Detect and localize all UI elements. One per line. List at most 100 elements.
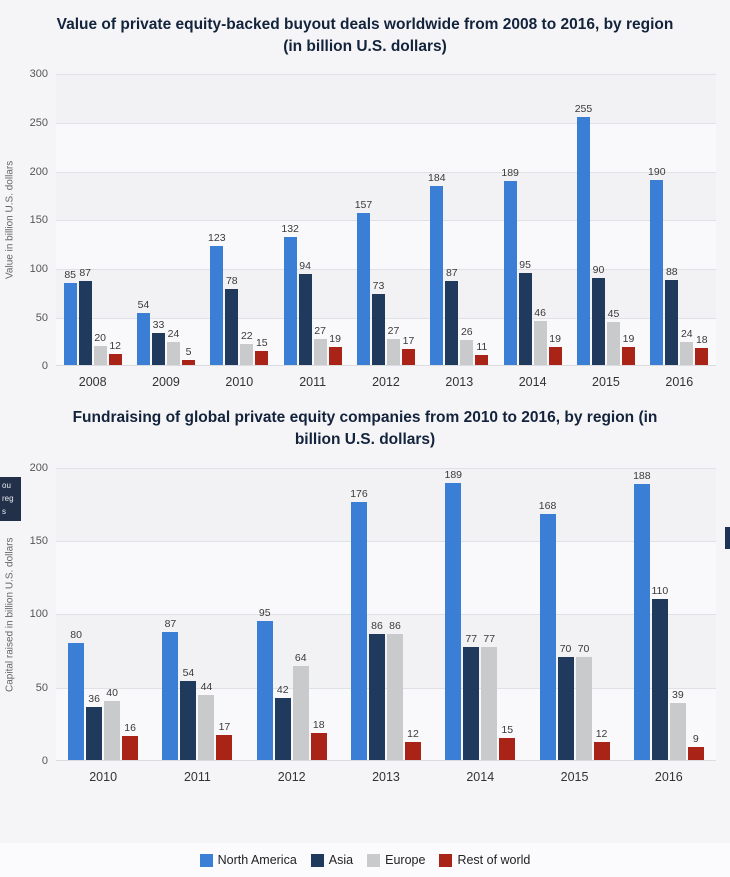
- bar-asia-2010: [86, 707, 103, 760]
- bar-north-america-2015: [539, 513, 556, 760]
- gridline: [56, 317, 716, 319]
- buyout-deals-chart: Value of private equity-backed buyout de…: [0, 0, 730, 389]
- bar-group-2012: 95 42 64 18: [245, 468, 339, 760]
- bar-value-label: 17: [402, 334, 415, 347]
- bar-asia-2016: [651, 598, 668, 760]
- legend-item-north-america[interactable]: North America: [199, 853, 297, 867]
- bar-value-label: 17: [218, 720, 231, 733]
- clipped-bar-fragment: [725, 527, 730, 549]
- bar-and-label: 123: [208, 231, 226, 366]
- bar-europe-2009: [166, 341, 180, 366]
- bar-and-label: 19: [328, 332, 342, 366]
- bar-value-label: 27: [314, 325, 326, 338]
- bar-value-label: 24: [680, 327, 693, 340]
- bar-and-label: 168: [539, 500, 556, 760]
- bar-and-label: 189: [444, 468, 463, 760]
- bar-europe-2012: [386, 339, 400, 366]
- bar-and-label: 190: [648, 167, 666, 366]
- bar-value-label: 15: [255, 336, 268, 349]
- bar-rest-of-world-2011: [216, 734, 233, 760]
- x-tick-label: 2014: [518, 375, 547, 390]
- bar-rest-of-world-2011: [328, 346, 342, 366]
- legend-item-europe[interactable]: Europe: [367, 853, 425, 867]
- bar-value-label: 40: [106, 687, 118, 700]
- bar-value-label: 27: [387, 325, 400, 338]
- bar-and-label: 9: [687, 733, 704, 760]
- x-axis: 2010 2011 2012 2013 2014 2015 2016: [56, 761, 716, 784]
- y-tick-label: 200: [29, 461, 48, 474]
- bar-and-label: 54: [136, 299, 150, 366]
- bar-and-label: 17: [216, 720, 233, 760]
- bar-north-america-2013: [430, 186, 444, 366]
- bar-group-2015: 168 70 70 12: [527, 468, 621, 760]
- y-tick-label: 300: [29, 68, 48, 81]
- legend-label: Europe: [385, 853, 426, 867]
- gridline: [56, 123, 716, 125]
- bar-value-label: 70: [577, 643, 590, 656]
- x-tick-label: 2010: [89, 769, 118, 784]
- bar-asia-2010: [225, 289, 239, 366]
- plot-column: 85 87 20 12 54 33 24 5 123 78 22 15 132 94 27 19 157 73 27…: [56, 74, 716, 389]
- plot-area: 80 36 40 16 87 54 44 17 95 42 64 18 176 86 86 12 189 77 77…: [56, 467, 716, 761]
- bar-europe-2014: [533, 320, 547, 366]
- bar-group-2016: 190 88 24 18: [643, 74, 716, 366]
- bar-europe-2010: [240, 343, 254, 366]
- bar-value-label: 70: [559, 643, 572, 656]
- legend-swatch: [199, 853, 213, 867]
- bar-value-label: 77: [483, 632, 496, 645]
- legend-item-asia[interactable]: Asia: [310, 853, 353, 867]
- bar-value-label: 189: [444, 468, 463, 481]
- legend-item-rest-of-world[interactable]: Rest of world: [439, 853, 530, 867]
- x-tick-label: 2016: [654, 769, 683, 784]
- bar-rest-of-world-2015: [621, 346, 635, 366]
- bar-value-label: 18: [695, 333, 708, 346]
- gridline: [56, 467, 716, 469]
- bar-rest-of-world-2014: [548, 346, 562, 366]
- y-axis: 0 50 100 150 200 250 300: [20, 68, 56, 372]
- bar-group-2013: 184 87 26 11: [423, 74, 496, 366]
- bar-value-label: 123: [208, 231, 226, 244]
- bar-group-2008: 85 87 20 12: [56, 74, 129, 366]
- gridline: [56, 687, 716, 689]
- legend-swatch: [367, 853, 381, 867]
- bar-north-america-2011: [162, 632, 179, 760]
- bar-north-america-2012: [356, 212, 370, 366]
- bar-value-label: 86: [389, 619, 401, 632]
- bar-group-2012: 157 73 27 17: [349, 74, 422, 366]
- clipped-tooltip-text: reg: [2, 494, 14, 503]
- clipped-tooltip-text: s: [2, 507, 6, 516]
- bar-value-label: 110: [651, 584, 669, 597]
- y-axis: 0 50 100 150 200: [20, 462, 56, 767]
- bar-and-label: 26: [460, 326, 474, 366]
- bar-asia-2011: [180, 680, 197, 760]
- bar-value-label: 39: [671, 688, 684, 701]
- bar-rest-of-world-2012: [310, 733, 327, 760]
- bar-rest-of-world-2015: [593, 742, 610, 760]
- bar-value-label: 15: [501, 723, 514, 736]
- bar-and-label: 18: [695, 333, 709, 366]
- bar-and-label: 24: [166, 328, 180, 366]
- x-tick-label: 2013: [445, 375, 474, 390]
- bar-rest-of-world-2013: [475, 354, 489, 366]
- bar-asia-2014: [518, 272, 532, 366]
- bar-rest-of-world-2016: [687, 746, 704, 760]
- bar-asia-2013: [445, 280, 459, 366]
- fundraising-chart: Fundraising of global private equity com…: [0, 389, 730, 784]
- bar-rest-of-world-2008: [108, 353, 122, 366]
- bar-group-2016: 188 110 39 9: [622, 468, 716, 760]
- x-tick-label: 2009: [152, 375, 180, 390]
- bar-group-2010: 123 78 22 15: [203, 74, 276, 366]
- bar-europe-2013: [386, 633, 403, 760]
- gridline: [56, 171, 716, 173]
- bar-value-label: 19: [329, 332, 341, 345]
- bar-value-label: 80: [70, 628, 82, 641]
- bar-north-america-2015: [576, 117, 590, 366]
- bar-europe-2011: [313, 339, 327, 366]
- bar-value-label: 16: [124, 722, 136, 735]
- bar-europe-2015: [575, 657, 592, 760]
- bar-value-label: 26: [460, 326, 473, 339]
- bar-rest-of-world-2012: [401, 348, 415, 366]
- bar-and-label: 33: [151, 320, 165, 366]
- bar-and-label: 27: [386, 325, 400, 366]
- bar-value-label: 95: [519, 258, 531, 271]
